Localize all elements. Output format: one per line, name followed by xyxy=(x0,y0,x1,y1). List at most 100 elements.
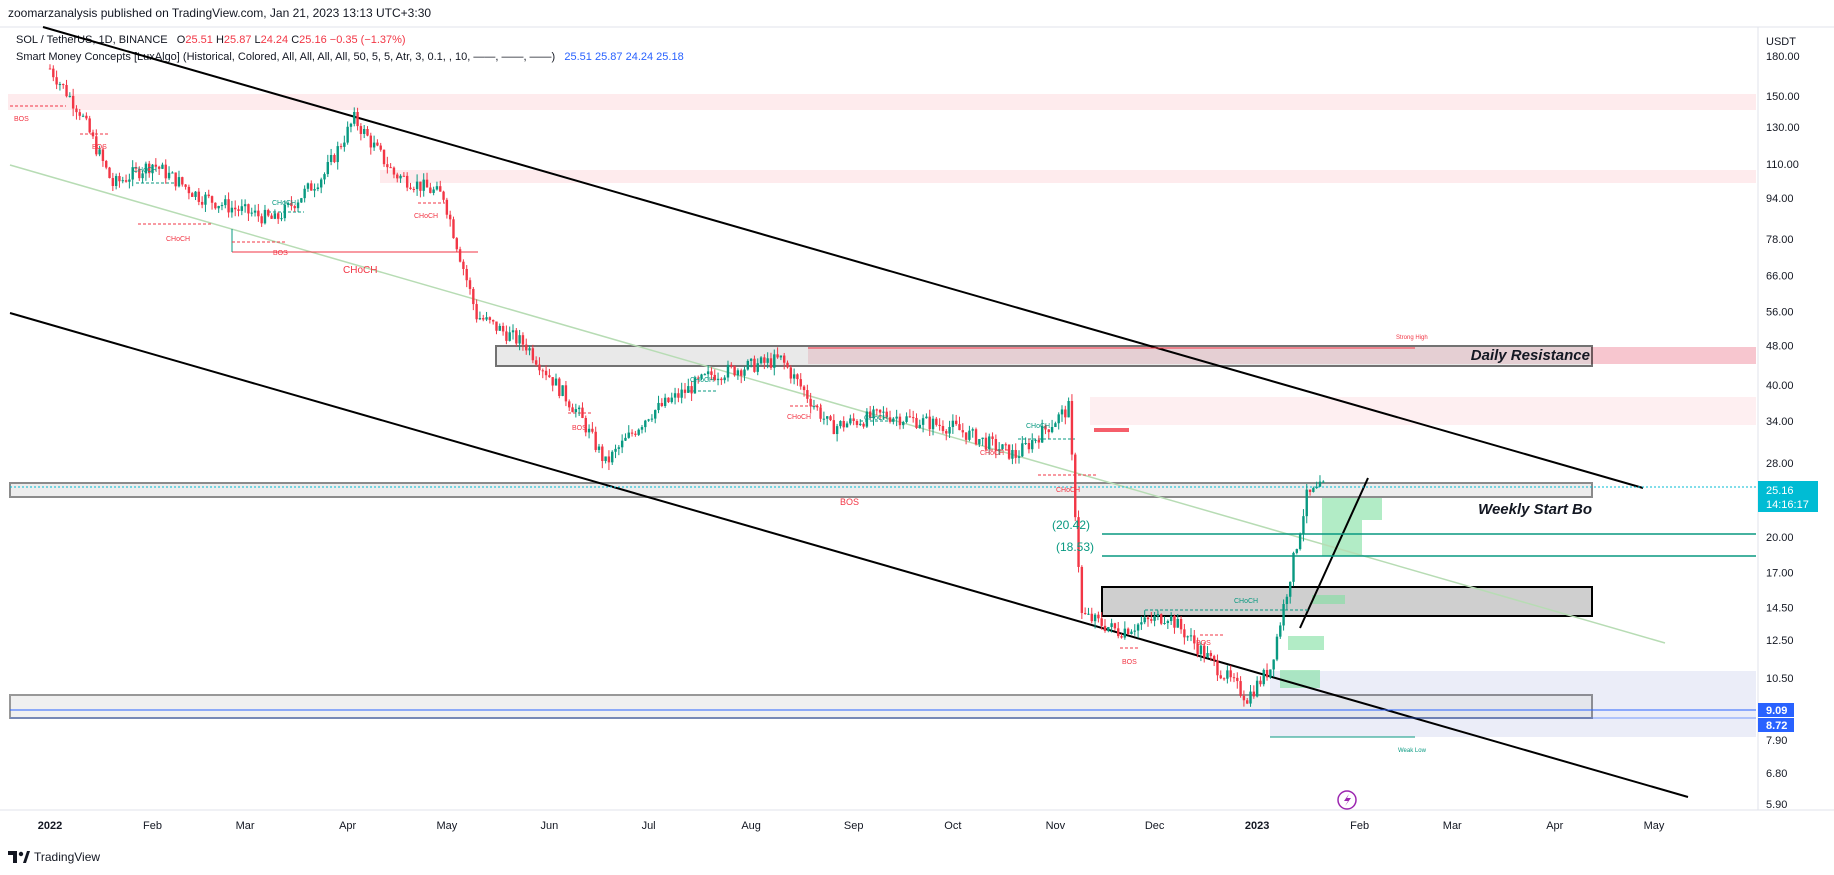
candle-body xyxy=(356,112,359,127)
candle-body xyxy=(895,416,898,419)
choch-label: CHoCH xyxy=(864,415,888,422)
candle-body xyxy=(405,175,409,188)
candle-body xyxy=(1143,617,1146,623)
ohlc-high: 25.87 xyxy=(223,34,252,46)
price-tick-label: 28.00 xyxy=(1766,458,1794,470)
indicator-legend: Smart Money Concepts [LuxAlgo] (Historic… xyxy=(16,51,684,63)
channel-upper-line[interactable] xyxy=(42,26,1644,489)
lightning-icon[interactable] xyxy=(1337,790,1357,810)
candle-body xyxy=(1282,604,1285,626)
candle-body xyxy=(1021,443,1024,457)
candle-body xyxy=(548,375,551,378)
candle-body xyxy=(984,437,988,450)
candle-body xyxy=(286,202,290,205)
candle-body xyxy=(1186,636,1189,638)
supply-zone xyxy=(1090,397,1756,425)
candle-body xyxy=(918,424,921,428)
level-tag xyxy=(1758,718,1794,732)
candle-body xyxy=(911,417,915,419)
candle-body xyxy=(515,330,518,344)
candle-body xyxy=(1279,625,1282,637)
price-tick-label: 5.90 xyxy=(1766,799,1787,811)
candle-body xyxy=(422,179,425,191)
candle-body xyxy=(607,456,611,463)
price-axis[interactable]: USDT 180.00 150.00 130.00 110.00 94.00 78.00 6… xyxy=(1766,36,1800,811)
price-tags: 25.16 14:16:17 9.09 8.72 xyxy=(1758,481,1818,732)
candle-body xyxy=(468,280,472,289)
candle-body xyxy=(1312,488,1315,492)
candle-body xyxy=(730,364,733,367)
candle-body xyxy=(81,115,85,117)
candle-body xyxy=(310,183,313,191)
candle-body xyxy=(498,325,501,331)
candle-body xyxy=(1037,439,1041,443)
candle-body xyxy=(888,417,892,422)
candle-body xyxy=(1140,622,1143,625)
candle-body xyxy=(779,355,783,358)
candle-body xyxy=(108,167,111,179)
candle-body xyxy=(568,401,571,408)
candle-body xyxy=(581,407,584,418)
candle-body xyxy=(773,354,776,368)
candle-body xyxy=(1004,444,1007,446)
candle-body xyxy=(720,378,723,381)
ohlc-low: 24.24 xyxy=(260,34,289,46)
candle-body xyxy=(1212,656,1216,661)
candle-body xyxy=(316,187,320,190)
candle-body xyxy=(753,358,756,372)
time-axis[interactable]: 2022 Feb Mar Apr May Jun Jul Aug Sep Oct Nov Dec 202… xyxy=(38,820,1665,832)
time-tick-label: Jul xyxy=(642,820,656,832)
candle-body xyxy=(260,216,263,224)
candle-body xyxy=(601,446,604,462)
candle-body xyxy=(1126,628,1130,635)
candle-body xyxy=(1150,619,1153,621)
time-tick-label: Mar xyxy=(1443,820,1462,832)
candle-body xyxy=(366,129,369,136)
choch-label: CHoCH xyxy=(1026,423,1050,430)
candle-body xyxy=(210,196,214,203)
candle-body xyxy=(845,423,849,428)
countdown-value: 14:16:17 xyxy=(1766,499,1809,511)
candle-body xyxy=(1275,636,1279,660)
time-tick-label: May xyxy=(1644,820,1665,832)
candle-body xyxy=(55,77,58,85)
fvg-block xyxy=(1322,520,1362,556)
candle-body xyxy=(697,377,700,379)
candle-body xyxy=(1034,439,1037,441)
candle-body xyxy=(207,194,210,197)
candle-body xyxy=(1064,409,1067,418)
candle-body xyxy=(1249,691,1252,704)
candle-body xyxy=(1146,617,1150,620)
channel-lower-line[interactable] xyxy=(9,312,1689,798)
candle-body xyxy=(802,386,806,391)
candle-body xyxy=(1292,552,1295,582)
support-trend-line[interactable] xyxy=(1299,477,1369,629)
candle-body xyxy=(521,335,525,345)
tradingview-logo-icon xyxy=(8,851,30,863)
candle-body xyxy=(855,420,859,425)
choch-label: CHoCH xyxy=(1234,598,1258,605)
candle-body xyxy=(1196,643,1199,655)
candle-body xyxy=(415,181,419,190)
candle-body xyxy=(1173,615,1176,628)
candle-body xyxy=(501,325,505,332)
currency-label: USDT xyxy=(1766,36,1796,48)
level-tag xyxy=(1758,703,1794,717)
candle-body xyxy=(412,189,415,191)
candle-body xyxy=(587,428,591,433)
candle-body xyxy=(561,385,564,396)
time-tick-label: Dec xyxy=(1145,820,1165,832)
candle-body xyxy=(647,419,650,421)
indicator-name[interactable]: Smart Money Concepts [LuxAlgo] (Historic… xyxy=(16,51,556,63)
candle-body xyxy=(680,389,683,398)
candle-body xyxy=(872,409,875,419)
fib-label-20-42: (20.42) xyxy=(1052,518,1090,532)
candle-body xyxy=(1322,481,1325,483)
candle-body xyxy=(551,377,554,386)
bos-label: BOS xyxy=(273,250,288,257)
candle-body xyxy=(1272,659,1275,670)
candle-body xyxy=(1054,423,1057,428)
symbol-name[interactable]: SOL / TetherUS, 1D, BINANCE xyxy=(16,34,168,46)
candle-body xyxy=(700,374,703,379)
